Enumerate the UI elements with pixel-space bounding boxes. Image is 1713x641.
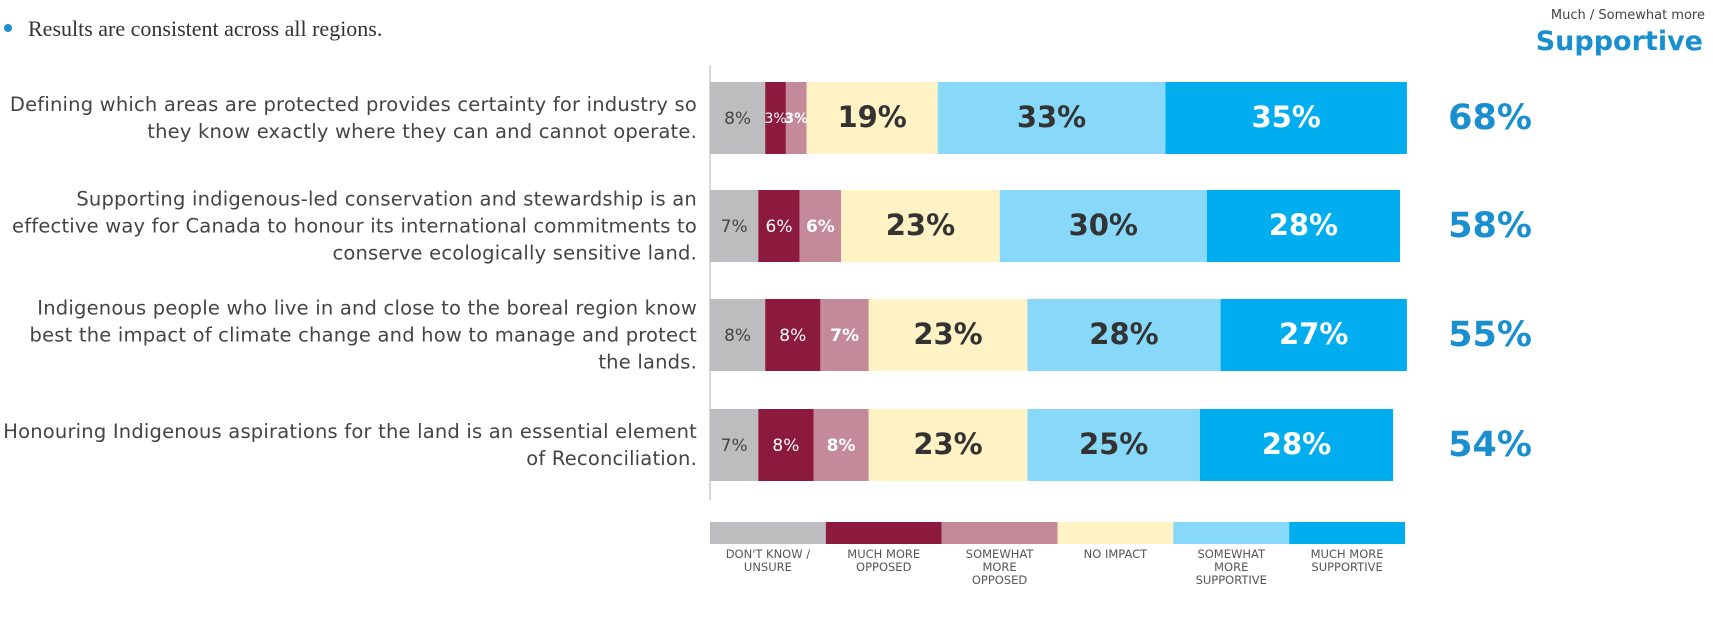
net-value: 68% — [1448, 98, 1532, 138]
bar-segment — [765, 299, 821, 371]
bar-segment — [868, 409, 1028, 481]
bar-segment — [1027, 409, 1200, 481]
legend-swatch — [1173, 522, 1290, 544]
value-label: 6% — [806, 217, 835, 237]
bar-segment — [765, 82, 786, 154]
legend-label: MUCH MORE SUPPORTIVE — [1310, 547, 1384, 574]
value-label: 3% — [784, 111, 808, 127]
value-label: 28% — [1269, 208, 1338, 242]
value-label: 3% — [764, 111, 786, 127]
bar-segment — [841, 190, 1000, 262]
bar-segment — [1199, 409, 1394, 481]
note: Results are consistent across all region… — [28, 16, 383, 41]
value-label: 6% — [766, 217, 793, 237]
legend-swatch — [1057, 522, 1174, 544]
category-label: Defining which areas are protected provi… — [9, 93, 697, 143]
value-label: 8% — [827, 436, 856, 456]
legend-label: SOMEWHAT MORE OPPOSED — [965, 547, 1034, 587]
value-label: 8% — [772, 436, 799, 456]
bar-segment — [758, 190, 800, 262]
bar-segment — [785, 82, 807, 154]
bar-segment — [758, 409, 814, 481]
legend-swatch — [941, 522, 1058, 544]
value-label: 8% — [724, 326, 751, 346]
bar-segment — [710, 409, 759, 481]
bar-segment — [710, 82, 766, 154]
value-label: 30% — [1069, 208, 1138, 242]
value-label: 35% — [1251, 100, 1320, 134]
bar-segment — [1206, 190, 1400, 262]
bar-segment — [937, 82, 1166, 154]
bar-segment — [710, 190, 759, 262]
bar-segment — [1165, 82, 1407, 154]
bar-segment — [710, 299, 766, 371]
net-value: 58% — [1448, 206, 1532, 246]
value-label: 23% — [913, 427, 982, 461]
value-label: 19% — [837, 100, 906, 134]
bar-segment — [799, 190, 842, 262]
net-value: 54% — [1448, 425, 1532, 465]
value-label: 28% — [1262, 427, 1331, 461]
legend-swatch — [710, 522, 826, 544]
legend-swatch — [1289, 522, 1405, 544]
bar-segment — [820, 299, 869, 371]
bar-segment — [806, 82, 938, 154]
bar-segment — [1027, 299, 1221, 371]
bullet — [4, 24, 12, 32]
legend-label: DON'T KNOW / UNSURE — [725, 547, 811, 574]
legend-label: NO IMPACT — [1083, 547, 1148, 561]
value-label: 7% — [721, 436, 748, 456]
legend-label: MUCH MORE OPPOSED — [847, 547, 921, 574]
value-label: 7% — [830, 326, 859, 346]
value-label: 23% — [886, 208, 955, 242]
bar-segment — [999, 190, 1207, 262]
net-value: 55% — [1448, 315, 1532, 355]
bar-segment — [813, 409, 869, 481]
value-label: 27% — [1279, 317, 1348, 351]
category-label: Supporting indigenous-led conservation a… — [12, 187, 697, 265]
net-header: Much / Somewhat more — [1550, 8, 1705, 23]
value-label: 7% — [721, 217, 748, 237]
legend-label: SOMEWHAT MORE SUPPORTIVE — [1195, 547, 1267, 587]
legend-swatch — [825, 522, 942, 544]
category-label: Honouring Indigenous aspirations for the… — [3, 420, 697, 470]
value-label: 23% — [913, 317, 982, 351]
value-label: 8% — [779, 326, 806, 346]
bar-segment — [1220, 299, 1407, 371]
value-label: 33% — [1017, 100, 1086, 134]
net-title: Supportive — [1535, 26, 1703, 57]
value-label: 25% — [1079, 427, 1148, 461]
bar-segment — [868, 299, 1028, 371]
value-label: 28% — [1089, 317, 1158, 351]
value-label: 8% — [724, 109, 751, 129]
category-label: Indigenous people who live in and close … — [29, 296, 697, 374]
